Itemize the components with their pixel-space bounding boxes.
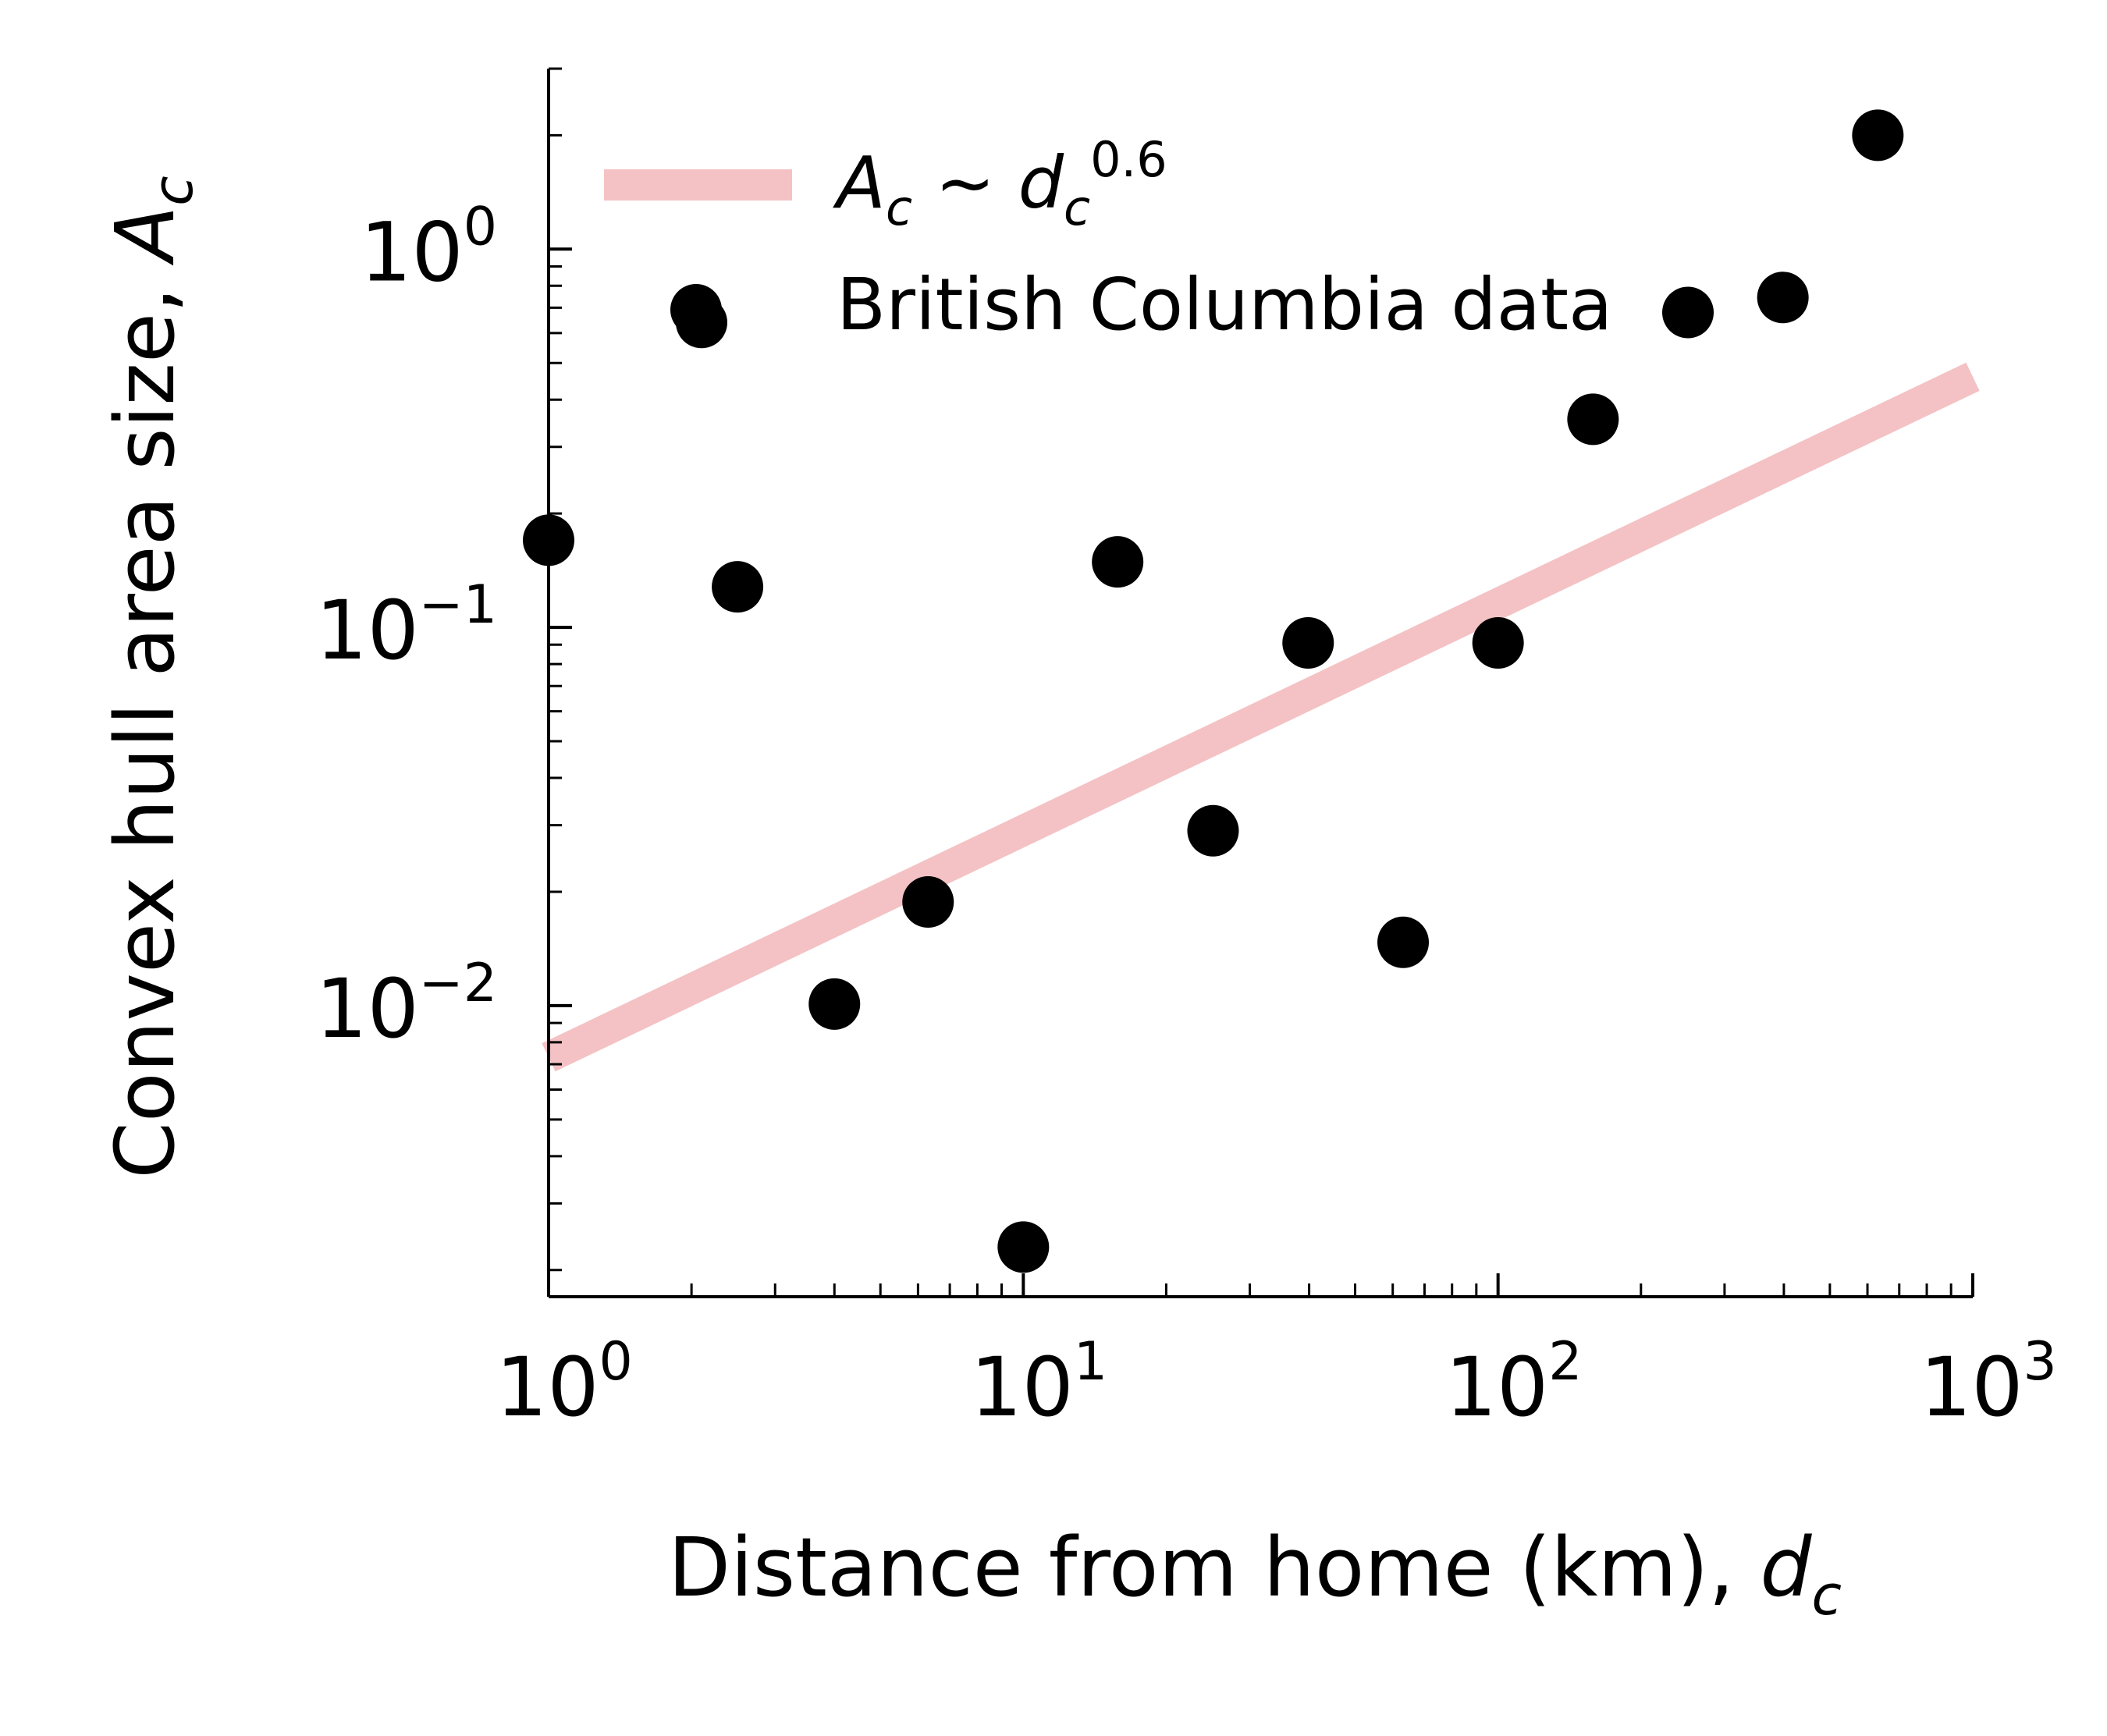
data-point (1662, 286, 1714, 339)
y-tick-label: 10−1 (315, 574, 497, 678)
legend-data-label: British Columbia data (837, 263, 1612, 346)
x-tick-label: 100 (496, 1331, 633, 1435)
data-point (997, 1221, 1050, 1273)
data-point (1187, 804, 1239, 857)
data-point (1092, 536, 1144, 588)
data-point (1472, 616, 1524, 669)
data-point (1282, 616, 1334, 669)
data-point (1377, 916, 1430, 968)
y-tick-label: 100 (360, 196, 497, 300)
x-axis-title: Distance from home (km), dc (668, 1520, 1842, 1628)
x-tick-label: 101 (971, 1331, 1108, 1435)
scatter-points-layer (523, 109, 1904, 1273)
legend-data-marker (670, 284, 722, 335)
data-point (1757, 272, 1809, 324)
y-axis-title: Convex hull area size, Ac (98, 176, 205, 1179)
plot-area: 100 101 102 103 10−2 10−1 100 (315, 67, 2057, 1435)
data-point (1567, 393, 1619, 446)
fit-line (542, 362, 1980, 1072)
data-point (902, 876, 954, 928)
legend-fit-label: Ac ~ dc0.6 (833, 131, 1167, 236)
axes-layer: 100 101 102 103 10−2 10−1 100 (315, 67, 2057, 1435)
data-point (1852, 109, 1904, 162)
x-tick-label: 102 (1445, 1331, 1583, 1435)
y-tick-label: 10−2 (315, 953, 497, 1056)
fit-line-layer (542, 362, 1980, 1072)
data-point (712, 561, 764, 613)
data-point (808, 978, 861, 1030)
x-tick-label: 103 (1920, 1331, 2057, 1435)
legend: Ac ~ dc0.6 British Columbia data (604, 131, 1612, 346)
